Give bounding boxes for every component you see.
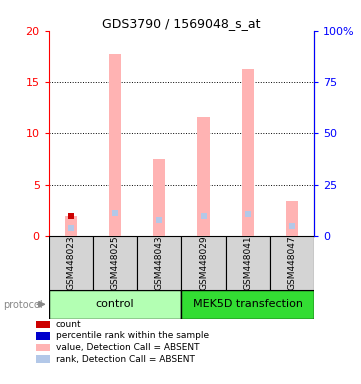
Text: MEK5D transfection: MEK5D transfection bbox=[193, 299, 303, 310]
Text: GSM448029: GSM448029 bbox=[199, 236, 208, 290]
Bar bbox=[65, 216, 77, 236]
Text: GSM448025: GSM448025 bbox=[110, 236, 119, 290]
Text: protocol: protocol bbox=[4, 300, 43, 310]
Text: GSM448023: GSM448023 bbox=[66, 236, 75, 290]
Text: GSM448041: GSM448041 bbox=[243, 236, 252, 290]
Bar bbox=[109, 55, 121, 236]
Bar bbox=[197, 117, 210, 236]
Bar bbox=[286, 201, 298, 236]
Title: GDS3790 / 1569048_s_at: GDS3790 / 1569048_s_at bbox=[102, 17, 261, 30]
Text: percentile rank within the sample: percentile rank within the sample bbox=[56, 331, 209, 341]
Text: rank, Detection Call = ABSENT: rank, Detection Call = ABSENT bbox=[56, 354, 195, 364]
Bar bbox=[93, 236, 137, 290]
Text: value, Detection Call = ABSENT: value, Detection Call = ABSENT bbox=[56, 343, 200, 352]
Bar bbox=[181, 236, 226, 290]
Bar bbox=[226, 236, 270, 290]
Text: count: count bbox=[56, 320, 82, 329]
Text: GSM448047: GSM448047 bbox=[287, 236, 296, 290]
Bar bbox=[153, 159, 165, 236]
Text: control: control bbox=[96, 299, 134, 310]
Bar bbox=[181, 290, 314, 319]
Bar bbox=[270, 236, 314, 290]
Bar bbox=[49, 290, 181, 319]
Text: GSM448043: GSM448043 bbox=[155, 236, 164, 290]
Bar bbox=[49, 236, 93, 290]
Bar bbox=[137, 236, 182, 290]
Bar bbox=[242, 69, 254, 236]
